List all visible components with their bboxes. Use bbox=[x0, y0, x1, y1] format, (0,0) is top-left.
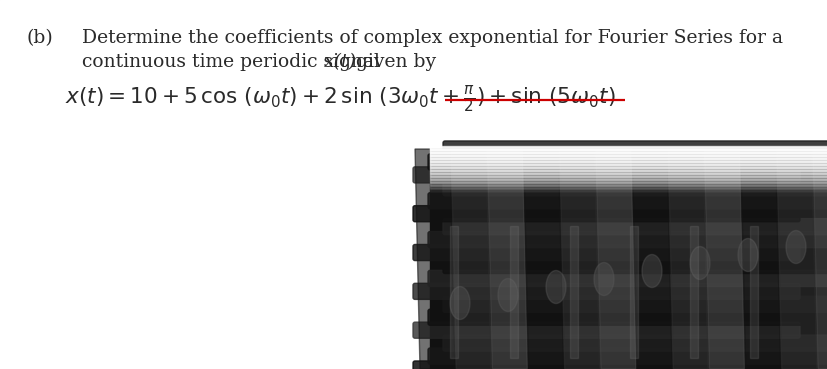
FancyBboxPatch shape bbox=[428, 231, 827, 248]
FancyBboxPatch shape bbox=[442, 218, 827, 235]
Bar bbox=[429, 156, 827, 159]
FancyBboxPatch shape bbox=[413, 206, 799, 222]
Polygon shape bbox=[631, 149, 672, 369]
Polygon shape bbox=[414, 149, 455, 369]
FancyBboxPatch shape bbox=[428, 270, 827, 286]
Bar bbox=[429, 159, 827, 162]
Bar bbox=[429, 182, 827, 185]
Polygon shape bbox=[451, 149, 490, 369]
Bar bbox=[429, 149, 827, 152]
Bar bbox=[429, 173, 827, 176]
Ellipse shape bbox=[737, 238, 757, 272]
Bar bbox=[429, 180, 827, 183]
Ellipse shape bbox=[449, 286, 470, 320]
Bar bbox=[429, 188, 827, 191]
Bar bbox=[429, 186, 827, 190]
Ellipse shape bbox=[785, 231, 805, 263]
Bar bbox=[429, 183, 827, 186]
Polygon shape bbox=[739, 149, 780, 369]
Text: given by: given by bbox=[350, 53, 436, 71]
FancyBboxPatch shape bbox=[442, 335, 827, 351]
Ellipse shape bbox=[689, 246, 709, 279]
Polygon shape bbox=[667, 149, 707, 369]
FancyBboxPatch shape bbox=[428, 348, 827, 364]
Bar bbox=[429, 161, 827, 164]
Bar bbox=[429, 155, 827, 158]
FancyBboxPatch shape bbox=[442, 296, 827, 312]
Polygon shape bbox=[523, 149, 563, 369]
Bar bbox=[689, 226, 697, 358]
FancyBboxPatch shape bbox=[413, 245, 799, 261]
Polygon shape bbox=[812, 149, 827, 369]
Text: continuous time periodic signal: continuous time periodic signal bbox=[82, 53, 385, 71]
Text: $x(t) = 10 + 5\,\cos\,(\omega_0 t) + 2\,\sin\,(3\omega_0 t + \frac{\pi}{2}) + \s: $x(t) = 10 + 5\,\cos\,(\omega_0 t) + 2\,… bbox=[65, 83, 615, 114]
Bar bbox=[629, 226, 638, 358]
Bar bbox=[429, 176, 827, 179]
Bar bbox=[429, 149, 827, 369]
FancyBboxPatch shape bbox=[428, 309, 827, 325]
Bar bbox=[429, 162, 827, 166]
Text: x(t): x(t) bbox=[323, 53, 356, 71]
Bar bbox=[429, 172, 827, 175]
Bar bbox=[429, 164, 827, 167]
FancyBboxPatch shape bbox=[428, 154, 827, 170]
Bar bbox=[429, 151, 827, 154]
Bar bbox=[429, 169, 827, 172]
Ellipse shape bbox=[545, 270, 566, 303]
Ellipse shape bbox=[497, 279, 518, 311]
Ellipse shape bbox=[593, 262, 614, 296]
Ellipse shape bbox=[641, 255, 662, 287]
Bar bbox=[429, 166, 827, 169]
FancyBboxPatch shape bbox=[413, 361, 799, 369]
Bar bbox=[429, 185, 827, 188]
Bar bbox=[429, 170, 827, 173]
Bar bbox=[569, 226, 577, 358]
FancyBboxPatch shape bbox=[428, 193, 827, 209]
Polygon shape bbox=[559, 149, 599, 369]
Polygon shape bbox=[704, 149, 743, 369]
Bar bbox=[749, 226, 757, 358]
Bar bbox=[429, 146, 827, 149]
Polygon shape bbox=[487, 149, 527, 369]
Text: (b): (b) bbox=[27, 29, 54, 47]
FancyBboxPatch shape bbox=[413, 167, 799, 183]
Text: Determine the coefficients of complex exponential for Fourier Series for a: Determine the coefficients of complex ex… bbox=[82, 29, 782, 47]
Bar bbox=[429, 152, 827, 155]
Bar bbox=[429, 177, 827, 180]
Bar bbox=[429, 179, 827, 182]
Bar bbox=[429, 190, 827, 193]
FancyBboxPatch shape bbox=[413, 322, 799, 338]
Bar bbox=[429, 154, 827, 156]
FancyBboxPatch shape bbox=[442, 141, 827, 157]
Bar bbox=[509, 226, 518, 358]
FancyBboxPatch shape bbox=[442, 180, 827, 196]
Bar bbox=[429, 175, 827, 177]
Polygon shape bbox=[776, 149, 815, 369]
Bar bbox=[449, 226, 457, 358]
Bar bbox=[429, 158, 827, 161]
Bar bbox=[429, 167, 827, 170]
Polygon shape bbox=[595, 149, 635, 369]
Bar bbox=[429, 148, 827, 151]
FancyBboxPatch shape bbox=[413, 283, 799, 299]
FancyBboxPatch shape bbox=[442, 258, 827, 273]
